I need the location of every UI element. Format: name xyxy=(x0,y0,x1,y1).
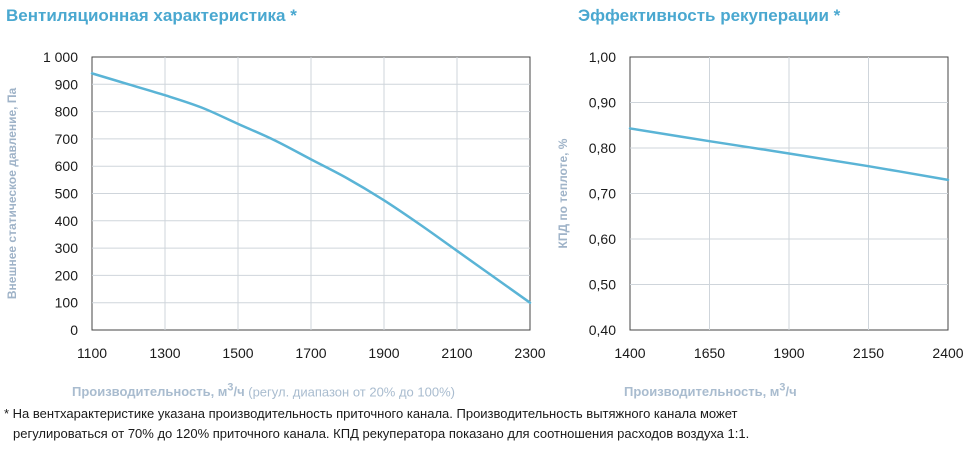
fan-curve-y-tick-label: 500 xyxy=(55,186,79,202)
efficiency-y-tick-label: 0,70 xyxy=(589,186,616,202)
efficiency-y-tick-label: 1,00 xyxy=(589,49,616,65)
fan-curve-y-tick-label: 0 xyxy=(70,322,78,338)
footnote-line-1: * На вентхарактеристике указана производ… xyxy=(4,406,738,421)
fan-curve-y-axis-label: Внешнее статическое давление, Па xyxy=(5,88,19,300)
fan-curve-x-tick-label: 1700 xyxy=(295,345,326,361)
efficiency-series-line xyxy=(628,127,950,182)
fan-curve-x-tick-label: 2300 xyxy=(514,345,545,361)
fan-curve-title: Вентиляционная характеристика * xyxy=(6,6,297,25)
fan-curve-x-tick-label: 1100 xyxy=(77,345,107,361)
efficiency-y-axis-label: КПД по теплоте, % xyxy=(556,138,570,248)
fan-curve-x-tick-label: 1900 xyxy=(368,345,399,361)
efficiency-x-axis-label: Производительность, м3/ч xyxy=(624,382,797,399)
fan-curve-series-line xyxy=(90,72,532,304)
efficiency-x-tick-label: 1900 xyxy=(773,345,804,361)
efficiency-y-tick-label: 0,90 xyxy=(589,95,616,111)
efficiency-y-tick-label: 0,40 xyxy=(589,322,616,338)
fan-curve-y-tick-label: 200 xyxy=(55,267,79,283)
efficiency-y-tick-label: 0,60 xyxy=(589,231,616,247)
efficiency-y-tick-label: 0,50 xyxy=(589,277,616,293)
recuperation-efficiency-title: Эффективность рекуперации * xyxy=(578,6,841,25)
efficiency-x-tick-label: 2150 xyxy=(853,345,884,361)
efficiency-x-tick-label: 2400 xyxy=(932,345,963,361)
fan-curve-y-tick-label: 800 xyxy=(55,104,79,120)
fan-curve-y-tick-label: 700 xyxy=(55,131,79,147)
efficiency-x-tick-label: 1400 xyxy=(614,345,645,361)
fan-curve-y-tick-label: 600 xyxy=(55,158,79,174)
fan-curve-x-axis-label: Производительность, м3/ч (регул. диапазо… xyxy=(72,382,455,400)
fan-curve-x-tick-label: 1500 xyxy=(222,345,253,361)
fan-curve-y-tick-label: 1 000 xyxy=(43,49,78,65)
footnote-line-2: регулироваться от 70% до 120% приточного… xyxy=(13,426,750,441)
fan-curve-y-tick-label: 300 xyxy=(55,240,79,256)
fan-curve-y-tick-label: 400 xyxy=(55,213,79,229)
fan-curve-x-tick-label: 2100 xyxy=(441,345,472,361)
footnote: * На вентхарактеристике указана производ… xyxy=(4,404,966,444)
fan-curve-x-tick-label: 1300 xyxy=(149,345,180,361)
efficiency-y-tick-label: 0,80 xyxy=(589,140,616,156)
fan-curve-y-tick-label: 900 xyxy=(55,76,79,92)
efficiency-x-tick-label: 1650 xyxy=(694,345,725,361)
x-axis-label-bold: Производительность, м3/ч xyxy=(624,382,797,400)
x-axis-label-bold: Производительность, м3/ч xyxy=(72,382,245,400)
fan-curve-y-tick-label: 100 xyxy=(55,295,79,311)
